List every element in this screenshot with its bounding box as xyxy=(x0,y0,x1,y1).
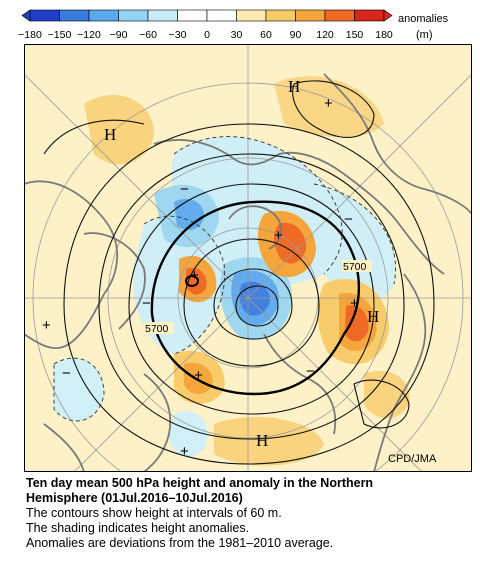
colorbar-tick-label: −60 xyxy=(139,29,157,41)
height-contours xyxy=(43,80,435,465)
meridians xyxy=(24,44,472,472)
contour-label: 5700 xyxy=(145,323,169,335)
caption-line1: The contours show height at intervals of… xyxy=(26,506,282,520)
colorbar-tick-label: 30 xyxy=(231,29,243,41)
colorbar-arrow-left xyxy=(21,9,31,22)
caption-title-line1: Ten day mean 500 hPa height and anomaly … xyxy=(26,476,374,490)
colorbar-cell xyxy=(88,9,119,22)
svg-text:+: + xyxy=(42,317,51,334)
credit-label: CPD/JMA xyxy=(388,453,437,465)
svg-text:+: + xyxy=(324,95,333,112)
colorbar-cell xyxy=(29,9,60,22)
high-pressure-marker: H xyxy=(288,77,300,96)
zero-anomaly-lines xyxy=(53,136,396,422)
colorbar-tick-label: −150 xyxy=(48,29,72,41)
caption-title-line2: Hemisphere (01Jul.2016–10Jul.2016) xyxy=(26,491,243,505)
high-pressure-marker: H xyxy=(104,125,116,144)
colorbar-cell xyxy=(177,9,208,22)
contour-label-bg xyxy=(342,260,372,272)
figure-caption: Ten day mean 500 hPa height and anomaly … xyxy=(26,476,466,551)
svg-text:+: + xyxy=(194,367,203,384)
colorbar-cell xyxy=(147,9,178,22)
colorbar-tick-label: 150 xyxy=(346,29,364,41)
coastlines xyxy=(24,73,472,472)
svg-text:+: + xyxy=(274,227,283,244)
colorbar-tick-label: −30 xyxy=(169,29,187,41)
svg-text:−: − xyxy=(344,211,353,228)
colorbar-tick-label: −180 xyxy=(18,29,42,41)
contour-label: 5700 xyxy=(343,261,367,273)
colorbar-cell xyxy=(118,9,149,22)
positive-anomaly-shading xyxy=(84,76,410,466)
caption-line2: The shading indicates height anomalies. xyxy=(26,521,250,535)
contour-label-bg xyxy=(144,322,174,334)
colorbar-cell xyxy=(206,9,237,22)
map-frame xyxy=(24,44,472,472)
colorbar-tick-label: −120 xyxy=(77,29,101,41)
svg-text:−: − xyxy=(62,365,71,382)
colorbar-tick-label: −90 xyxy=(110,29,128,41)
colorbar-cell xyxy=(295,9,326,22)
polar-stereographic-map: 5700 5700 H H H H + + + + + + + − − − − … xyxy=(24,44,472,472)
colorbar-tick-label: 90 xyxy=(290,29,302,41)
svg-text:−: − xyxy=(180,181,189,198)
colorbar-cells xyxy=(21,9,393,22)
high-pressure-marker: H xyxy=(256,431,268,450)
colorbar-tick-label: 180 xyxy=(375,29,393,41)
colorbar-cell xyxy=(324,9,355,22)
anomaly-colorbar: −180 −150 −120 −90 −60 −30 0 30 60 90 120 150 180 an… xyxy=(18,9,449,41)
svg-text:+: + xyxy=(350,295,359,312)
colorbar-arrow-right xyxy=(383,9,393,22)
colorbar-tick-label: 60 xyxy=(260,29,272,41)
colorbar-cell xyxy=(59,9,90,22)
colorbar-cell xyxy=(265,9,296,22)
colorbar-tick-label: 0 xyxy=(204,29,210,41)
svg-text:−: − xyxy=(306,363,315,380)
legend-unit: (m) xyxy=(416,29,433,41)
caption-line3: Anomalies are deviations from the 1981–2… xyxy=(26,536,334,550)
svg-text:+: + xyxy=(180,443,189,460)
colorbar-ticks: −180 −150 −120 −90 −60 −30 0 30 60 90 120 150 180 xyxy=(18,29,393,41)
low-center-ring xyxy=(185,275,199,287)
colorbar-tick-label: 120 xyxy=(316,29,334,41)
contour-5700 xyxy=(150,200,361,396)
colorbar-cell xyxy=(354,9,385,22)
colorbar-cell xyxy=(236,9,267,22)
svg-text:−: − xyxy=(142,295,151,312)
high-pressure-marker: H xyxy=(367,307,379,326)
legend-title: anomalies xyxy=(398,13,449,25)
